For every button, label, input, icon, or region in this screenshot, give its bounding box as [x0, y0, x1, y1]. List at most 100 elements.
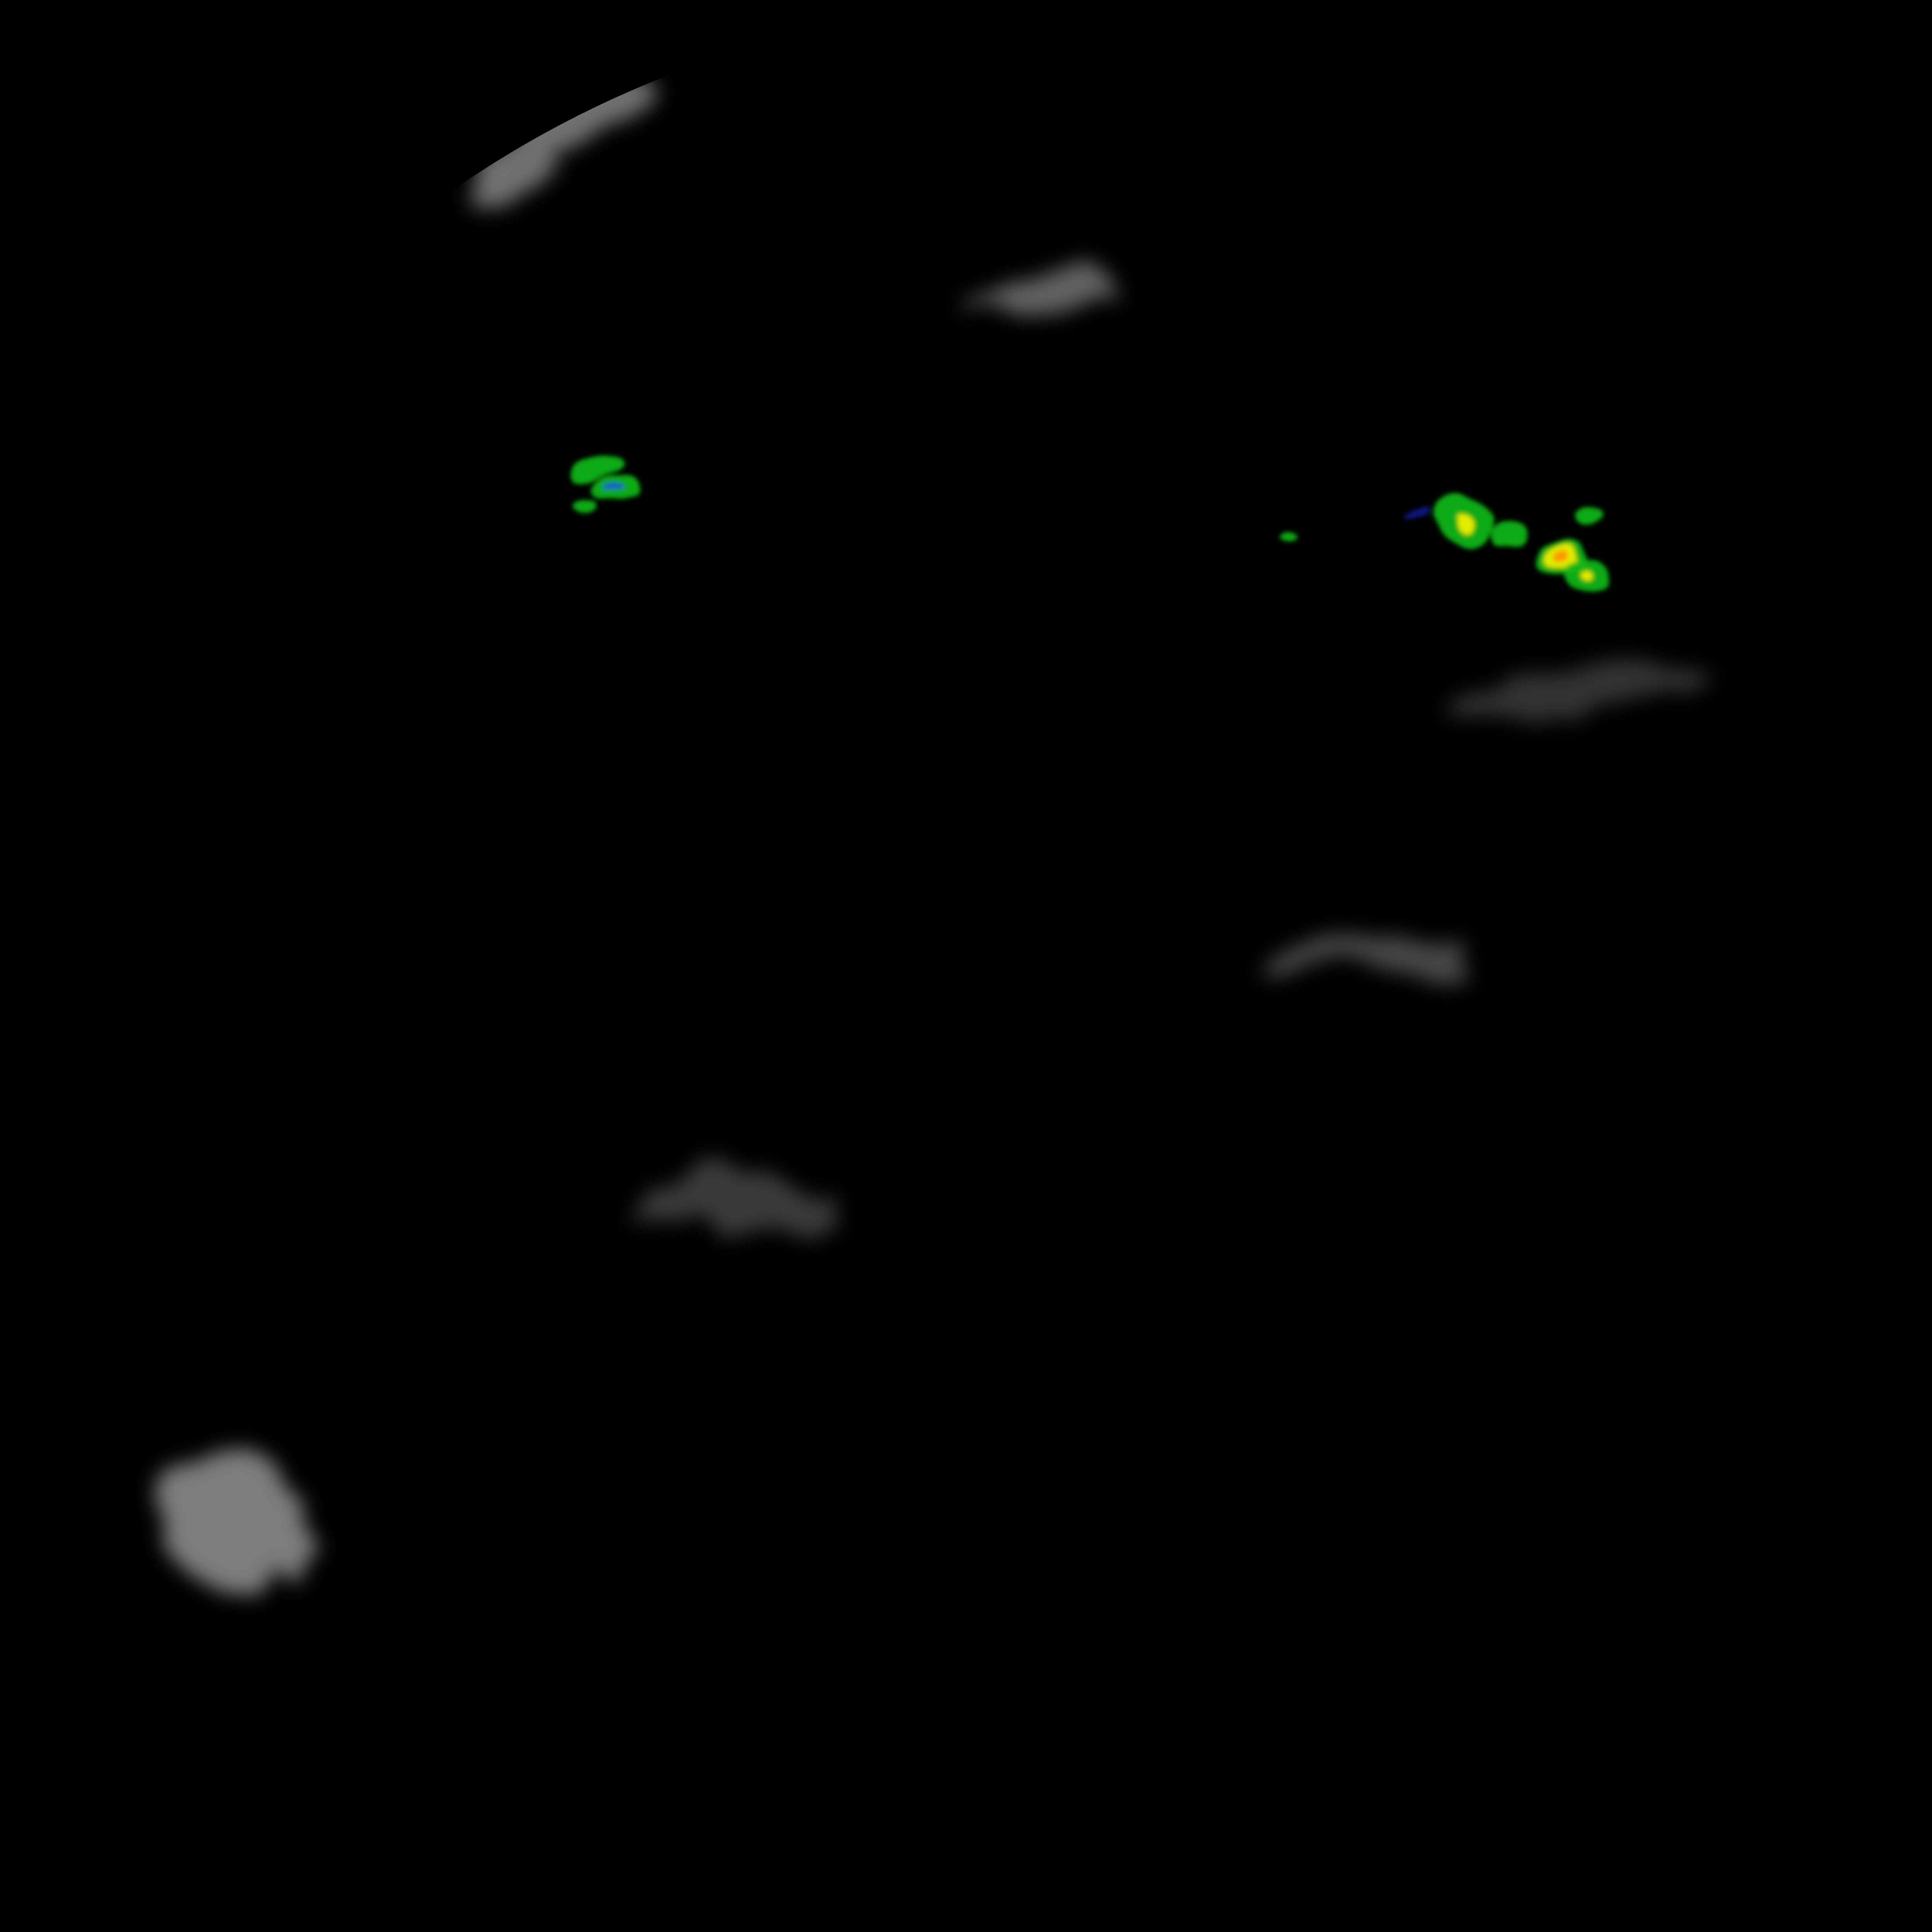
cloud-patch — [1217, 1182, 1387, 1260]
cloud-patch — [88, 1403, 116, 1420]
storm-ring-blue — [884, 370, 893, 376]
storm-ring-green — [1362, 443, 1382, 455]
storm-ring-green — [1638, 810, 1655, 821]
storm-cell — [1797, 734, 1828, 754]
earth-disk-root — [0, 0, 1932, 1932]
storm-cell — [345, 1881, 436, 1932]
storm-cell — [835, 377, 866, 423]
storm-ring-green — [580, 453, 618, 478]
storm-ring-yellow — [1334, 731, 1339, 738]
storm-cell — [873, 364, 904, 382]
storm-ring-red — [1334, 401, 1356, 418]
storm-cell — [1454, 1754, 1500, 1781]
storm-cell — [579, 493, 599, 507]
storm-ring-yellow — [883, 874, 890, 878]
storm-cell — [1558, 869, 1572, 878]
storm-cell — [854, 1868, 923, 1922]
storm-cell — [639, 360, 659, 374]
storm-cell — [815, 516, 838, 531]
storm-ring-navy — [879, 481, 898, 492]
storm-ring-blue — [1516, 631, 1525, 636]
storm-ring-red — [1033, 1141, 1054, 1158]
storm-cell — [1353, 764, 1367, 782]
storm-cell — [1284, 1272, 1298, 1282]
storm-cell — [1323, 1861, 1370, 1892]
storm-cell — [757, 316, 777, 329]
storm-ring-darkred — [1007, 923, 1018, 931]
storm-ring-green — [1340, 1872, 1354, 1881]
storm-ring-blue — [823, 521, 830, 526]
storm-cell — [921, 560, 941, 588]
storm-ring-green — [1558, 869, 1572, 878]
storm-cell — [1345, 105, 1383, 127]
storm-cell — [539, 1690, 566, 1706]
storm-cell — [453, 725, 476, 741]
storm-cell — [272, 782, 320, 815]
storm-cell — [815, 769, 861, 797]
storm-ring-navy — [1206, 633, 1229, 646]
storm-cell — [859, 751, 882, 767]
storm-ring-blue — [1512, 829, 1518, 833]
storm-cell — [1829, 419, 1849, 431]
storm-cell — [1269, 703, 1289, 715]
storm-ring-green — [1223, 967, 1234, 974]
storm-cell — [880, 395, 905, 424]
storm-cell — [1015, 957, 1043, 979]
storm-cell — [107, 845, 127, 859]
storm-cell — [1507, 625, 1534, 642]
storm-cell — [1039, 1866, 1094, 1897]
storm-ring-green — [165, 765, 175, 772]
storm-ring-green — [198, 767, 209, 773]
storm-cell — [987, 1076, 1015, 1096]
storm-cell — [869, 457, 897, 480]
storm-ring-green — [1227, 986, 1250, 1002]
storm-cell — [124, 800, 148, 815]
storm-cell — [152, 757, 188, 781]
storm-ring-green — [1479, 646, 1493, 656]
storm-ring-red — [1025, 965, 1033, 971]
storm-cell — [602, 653, 668, 704]
storm-cell — [1017, 575, 1035, 588]
storm-ring-orange — [857, 805, 865, 810]
storm-cell — [375, 801, 426, 837]
storm-cell — [1346, 1784, 1374, 1802]
storm-ring-yellow — [1705, 1871, 1742, 1900]
storm-ring-green — [1731, 910, 1766, 931]
storm-ring-red — [867, 757, 874, 761]
storm-cell — [487, 700, 523, 723]
storm-ring-green — [787, 534, 804, 544]
storm-cell — [519, 1702, 540, 1714]
storm-cell — [1362, 443, 1382, 455]
storm-cell — [1317, 1157, 1330, 1165]
storm-cell — [1762, 900, 1777, 909]
storm-cell — [1227, 986, 1250, 1002]
storm-cell — [1111, 1352, 1134, 1368]
storm-cell — [989, 849, 1012, 864]
storm-cell — [326, 820, 358, 842]
storm-ring-yellow — [1325, 1553, 1352, 1570]
storm-cell — [1414, 801, 1434, 814]
storm-ring-cyan — [1270, 1206, 1281, 1213]
storm-ring-orange — [1303, 480, 1317, 490]
storm-ring-green — [1780, 919, 1806, 936]
storm-ring-yellow — [698, 701, 714, 713]
storm-ring-orange — [801, 628, 807, 632]
storm-ring-blue — [611, 485, 622, 492]
storm-ring-green — [982, 901, 1000, 913]
storm-ring-green — [757, 316, 777, 329]
storm-ring-blue — [1359, 1194, 1369, 1201]
storm-cell — [1489, 523, 1529, 548]
storm-ring-blue — [1472, 615, 1484, 622]
disk-content — [0, 0, 1932, 1932]
storm-ring-blue — [1371, 1526, 1384, 1534]
storm-ring-red — [376, 774, 389, 782]
storm-ring-yellow — [1466, 794, 1480, 803]
storm-ring-blue — [1276, 707, 1282, 711]
storm-cell — [784, 1832, 838, 1870]
storm-cell — [464, 678, 492, 696]
storm-cell — [1000, 632, 1017, 643]
storm-ring-red — [1267, 1081, 1280, 1090]
storm-cell — [1095, 1825, 1104, 1831]
storm-ring-green — [898, 879, 915, 890]
storm-ring-cyan — [1284, 1272, 1298, 1282]
